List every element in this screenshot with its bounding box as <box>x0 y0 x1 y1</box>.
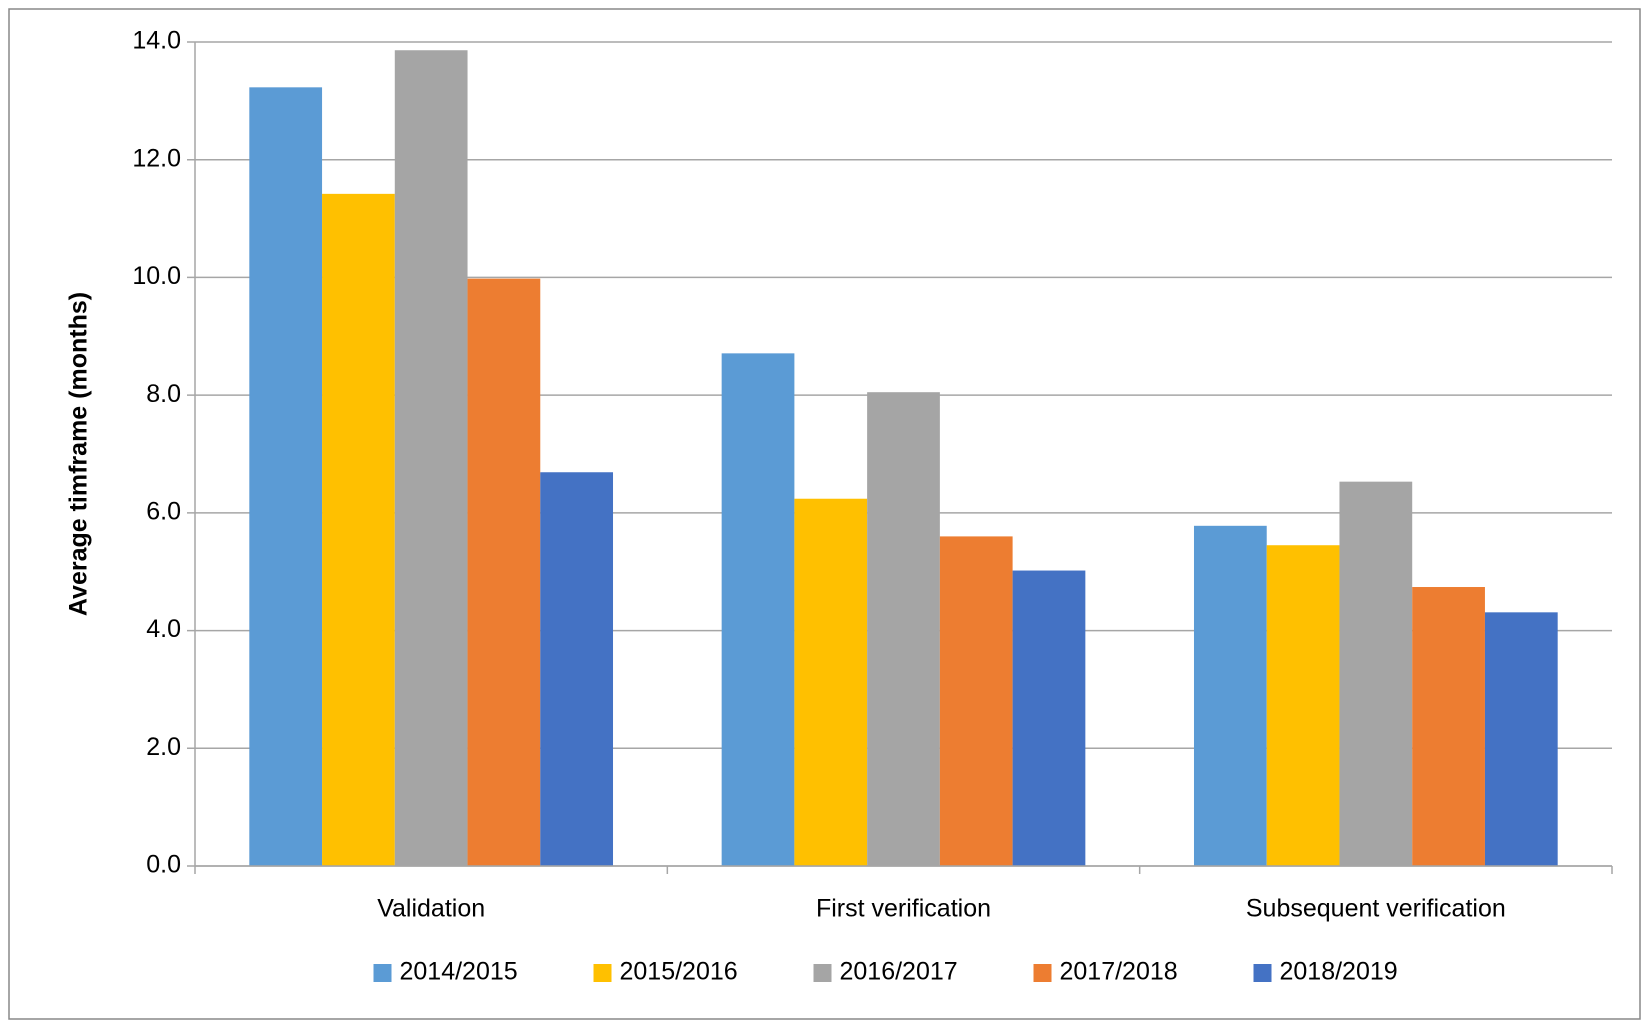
y-tick-label: 12.0 <box>132 144 181 172</box>
legend-label: 2016/2017 <box>840 958 958 986</box>
legend-swatch <box>1033 964 1052 982</box>
bar <box>1484 612 1558 866</box>
legend-swatch <box>813 964 832 982</box>
x-tick-label: Validation <box>377 895 485 923</box>
y-tick-label: 2.0 <box>146 733 181 761</box>
bar <box>394 50 468 867</box>
x-tick-label: First verification <box>816 895 991 923</box>
bar <box>1339 481 1413 866</box>
legend-label: 2017/2018 <box>1060 958 1178 986</box>
bar <box>1412 587 1485 866</box>
bar <box>721 353 795 867</box>
bar <box>939 536 1013 866</box>
bar <box>1266 545 1340 866</box>
y-tick-label: 6.0 <box>146 497 181 525</box>
legend-swatch <box>1253 964 1272 982</box>
y-tick-label: 10.0 <box>132 262 181 290</box>
bar <box>249 87 323 866</box>
bar <box>867 392 940 866</box>
bar <box>794 498 868 866</box>
bar <box>322 193 395 866</box>
bar <box>1193 525 1267 866</box>
legend-label: 2018/2019 <box>1280 958 1398 986</box>
bar <box>467 278 541 866</box>
y-tick-label: 14.0 <box>132 27 181 55</box>
bar <box>540 472 614 866</box>
y-axis-title: Average timframe (months) <box>65 292 93 616</box>
legend-swatch <box>593 964 612 982</box>
x-tick-label: Subsequent verification <box>1246 895 1506 923</box>
y-tick-label: 0.0 <box>146 851 181 879</box>
legend-label: 2015/2016 <box>620 958 738 986</box>
legend-swatch <box>373 964 392 982</box>
bar <box>1012 570 1086 866</box>
y-tick-label: 4.0 <box>146 615 181 643</box>
y-tick-label: 8.0 <box>146 380 181 408</box>
legend-label: 2014/2015 <box>400 958 518 986</box>
